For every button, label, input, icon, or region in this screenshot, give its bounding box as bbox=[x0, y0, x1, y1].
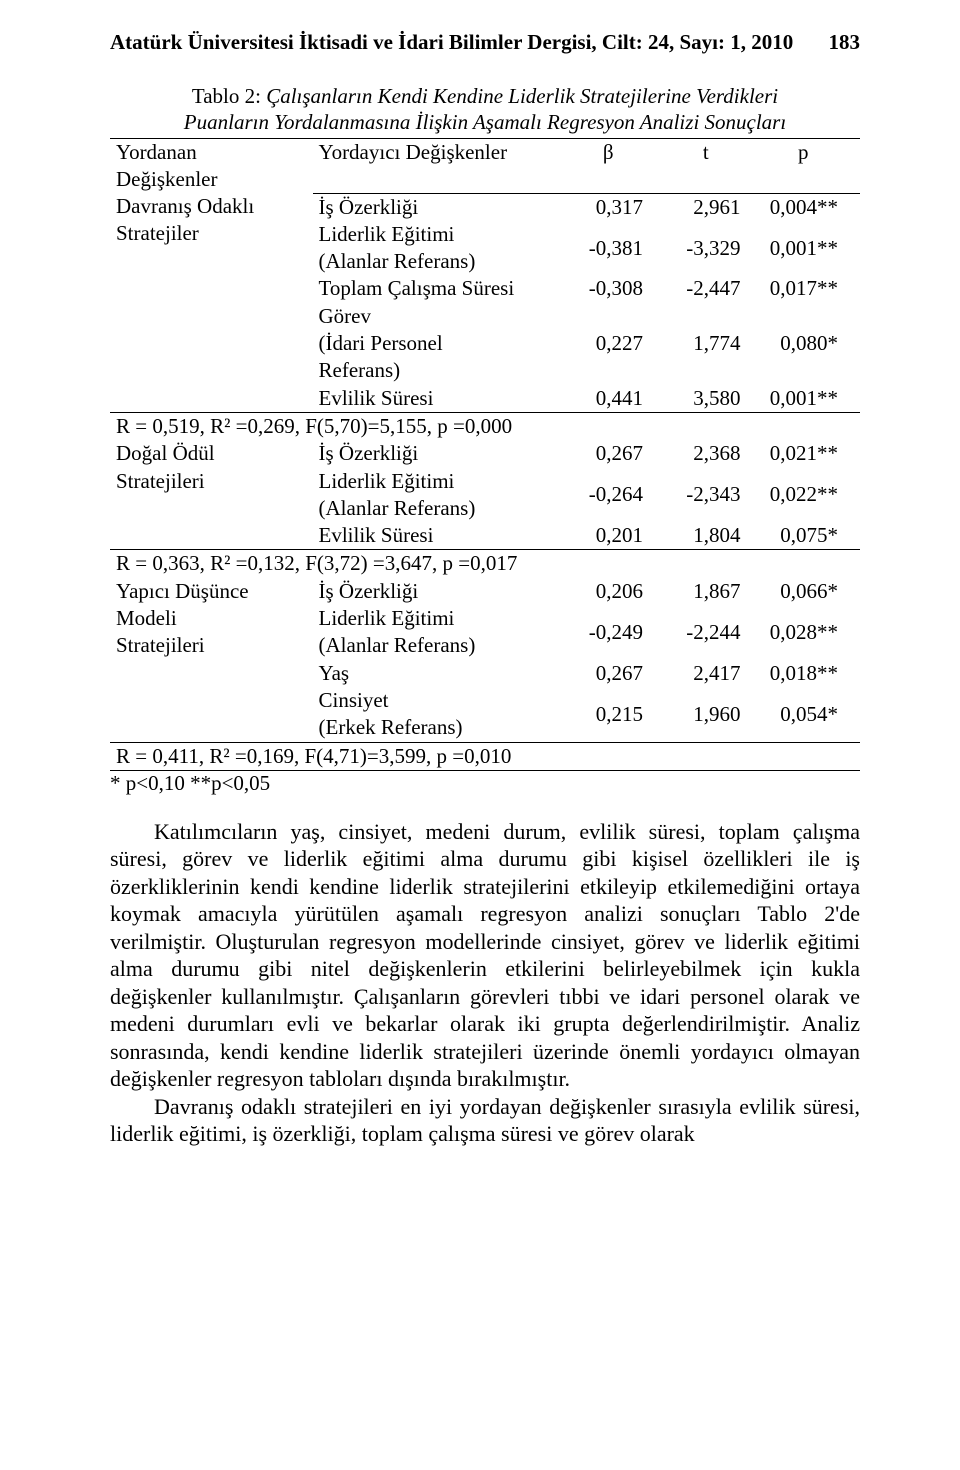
table-footnote: * p<0,10 **p<0,05 bbox=[110, 771, 860, 796]
regression-table: Yordanan Değişkenler Yordayıcı Değişkenl… bbox=[110, 138, 860, 771]
body-text: Katılımcıların yaş, cinsiyet, medeni dur… bbox=[110, 818, 860, 1148]
table-row: Doğal Ödül Stratejileri İş Özerkliği 0,2… bbox=[110, 440, 860, 467]
dep-block-3: Yapıcı Düşünce Modeli Stratejileri bbox=[110, 578, 313, 742]
p-cell: 0,028** bbox=[763, 605, 861, 660]
dep3-line1: Yapıcı Düşünce Modeli bbox=[116, 579, 249, 630]
t-cell: 1,960 bbox=[665, 687, 763, 742]
b-cell: 0,267 bbox=[568, 440, 666, 467]
b-cell: -0,264 bbox=[568, 468, 666, 523]
p-cell: 0,066* bbox=[763, 578, 861, 605]
hdr-dependent: Yordanan Değişkenler bbox=[110, 138, 313, 193]
stats-row: R = 0,411, R² =0,169, F(4,71)=3,599, p =… bbox=[110, 742, 860, 770]
pred-cell: Cinsiyet (Erkek Referans) bbox=[313, 687, 568, 742]
pred-cell: İş Özerkliği bbox=[313, 578, 568, 605]
pred-cell: Liderlik Eğitimi (Alanlar Referans) bbox=[313, 605, 568, 660]
stats-row: R = 0,519, R² =0,269, F(5,70)=5,155, p =… bbox=[110, 412, 860, 440]
b-cell: -0,308 bbox=[568, 275, 666, 302]
t-cell: 3,580 bbox=[665, 385, 763, 413]
hdr-predictor: Yordayıcı Değişkenler bbox=[313, 138, 568, 192]
t-cell: -3,329 bbox=[665, 221, 763, 276]
table-row: Yapıcı Düşünce Modeli Stratejileri İş Öz… bbox=[110, 578, 860, 605]
pred-cell: Evlilik Süresi bbox=[313, 522, 568, 550]
b-cell: 0,441 bbox=[568, 385, 666, 413]
p-cell: 0,022** bbox=[763, 468, 861, 523]
page-number: 183 bbox=[829, 30, 861, 55]
running-head: Atatürk Üniversitesi İktisadi ve İdari B… bbox=[110, 30, 860, 55]
table-caption: Tablo 2: Çalışanların Kendi Kendine Lide… bbox=[120, 83, 850, 136]
caption-italic-1: Çalışanların Kendi Kendine Liderlik Stra… bbox=[266, 84, 778, 108]
table-header-row: Yordanan Değişkenler Yordayıcı Değişkenl… bbox=[110, 138, 860, 192]
b-cell: 0,206 bbox=[568, 578, 666, 605]
pred-cell: Yaş bbox=[313, 660, 568, 687]
stats-3: R = 0,411, R² =0,169, F(4,71)=3,599, p =… bbox=[110, 742, 860, 770]
t-cell: -2,447 bbox=[665, 275, 763, 302]
journal-title: Atatürk Üniversitesi İktisadi ve İdari B… bbox=[110, 30, 793, 55]
hdr-dep-1: Yordanan bbox=[116, 140, 197, 164]
caption-italic-2: Puanların Yordalanmasına İlişkin Aşamalı… bbox=[184, 110, 786, 134]
t-cell: -2,244 bbox=[665, 605, 763, 660]
paragraph-1: Katılımcıların yaş, cinsiyet, medeni dur… bbox=[110, 818, 860, 1093]
b-cell: 0,215 bbox=[568, 687, 666, 742]
b-cell: 0,227 bbox=[568, 303, 666, 385]
pred-cell: Evlilik Süresi bbox=[313, 385, 568, 413]
hdr-beta: β bbox=[568, 138, 666, 192]
t-cell: 2,417 bbox=[665, 660, 763, 687]
p-cell: 0,001** bbox=[763, 221, 861, 276]
p-cell: 0,075* bbox=[763, 522, 861, 550]
dep1-line2: Stratejiler bbox=[116, 221, 199, 245]
stats-2: R = 0,363, R² =0,132, F(3,72) =3,647, p … bbox=[110, 550, 860, 578]
dep1-line1: Davranış Odaklı bbox=[116, 194, 254, 218]
p-cell: 0,017** bbox=[763, 275, 861, 302]
dep-block-1: Davranış Odaklı Stratejiler bbox=[110, 193, 313, 412]
page: Atatürk Üniversitesi İktisadi ve İdari B… bbox=[0, 0, 960, 1470]
pred-cell: İş Özerkliği bbox=[313, 193, 568, 221]
p-cell: 0,080* bbox=[763, 303, 861, 385]
t-cell: 1,867 bbox=[665, 578, 763, 605]
pred-cell: Liderlik Eğitimi (Alanlar Referans) bbox=[313, 221, 568, 276]
p-cell: 0,001** bbox=[763, 385, 861, 413]
b-cell: 0,201 bbox=[568, 522, 666, 550]
pred-cell: Liderlik Eğitimi (Alanlar Referans) bbox=[313, 468, 568, 523]
pred-cell: Görev (İdari Personel Referans) bbox=[313, 303, 568, 385]
hdr-dep-2: Değişkenler bbox=[116, 167, 217, 191]
t-cell: -2,343 bbox=[665, 468, 763, 523]
pred-cell: Toplam Çalışma Süresi bbox=[313, 275, 568, 302]
t-cell: 2,961 bbox=[665, 193, 763, 221]
pred-cell: İş Özerkliği bbox=[313, 440, 568, 467]
table-row: Davranış Odaklı Stratejiler İş Özerkliği… bbox=[110, 193, 860, 221]
p-cell: 0,021** bbox=[763, 440, 861, 467]
b-cell: 0,267 bbox=[568, 660, 666, 687]
t-cell: 1,804 bbox=[665, 522, 763, 550]
b-cell: 0,317 bbox=[568, 193, 666, 221]
paragraph-2: Davranış odaklı stratejileri en iyi yord… bbox=[110, 1093, 860, 1148]
p-cell: 0,018** bbox=[763, 660, 861, 687]
hdr-p: p bbox=[763, 138, 861, 192]
hdr-t: t bbox=[665, 138, 763, 192]
dep-block-2: Doğal Ödül Stratejileri bbox=[110, 440, 313, 550]
t-cell: 1,774 bbox=[665, 303, 763, 385]
b-cell: -0,249 bbox=[568, 605, 666, 660]
b-cell: -0,381 bbox=[568, 221, 666, 276]
dep3-line2: Stratejileri bbox=[116, 633, 205, 657]
stats-row: R = 0,363, R² =0,132, F(3,72) =3,647, p … bbox=[110, 550, 860, 578]
p-cell: 0,054* bbox=[763, 687, 861, 742]
caption-lead: Tablo 2: bbox=[192, 84, 266, 108]
p-cell: 0,004** bbox=[763, 193, 861, 221]
stats-1: R = 0,519, R² =0,269, F(5,70)=5,155, p =… bbox=[110, 412, 860, 440]
t-cell: 2,368 bbox=[665, 440, 763, 467]
